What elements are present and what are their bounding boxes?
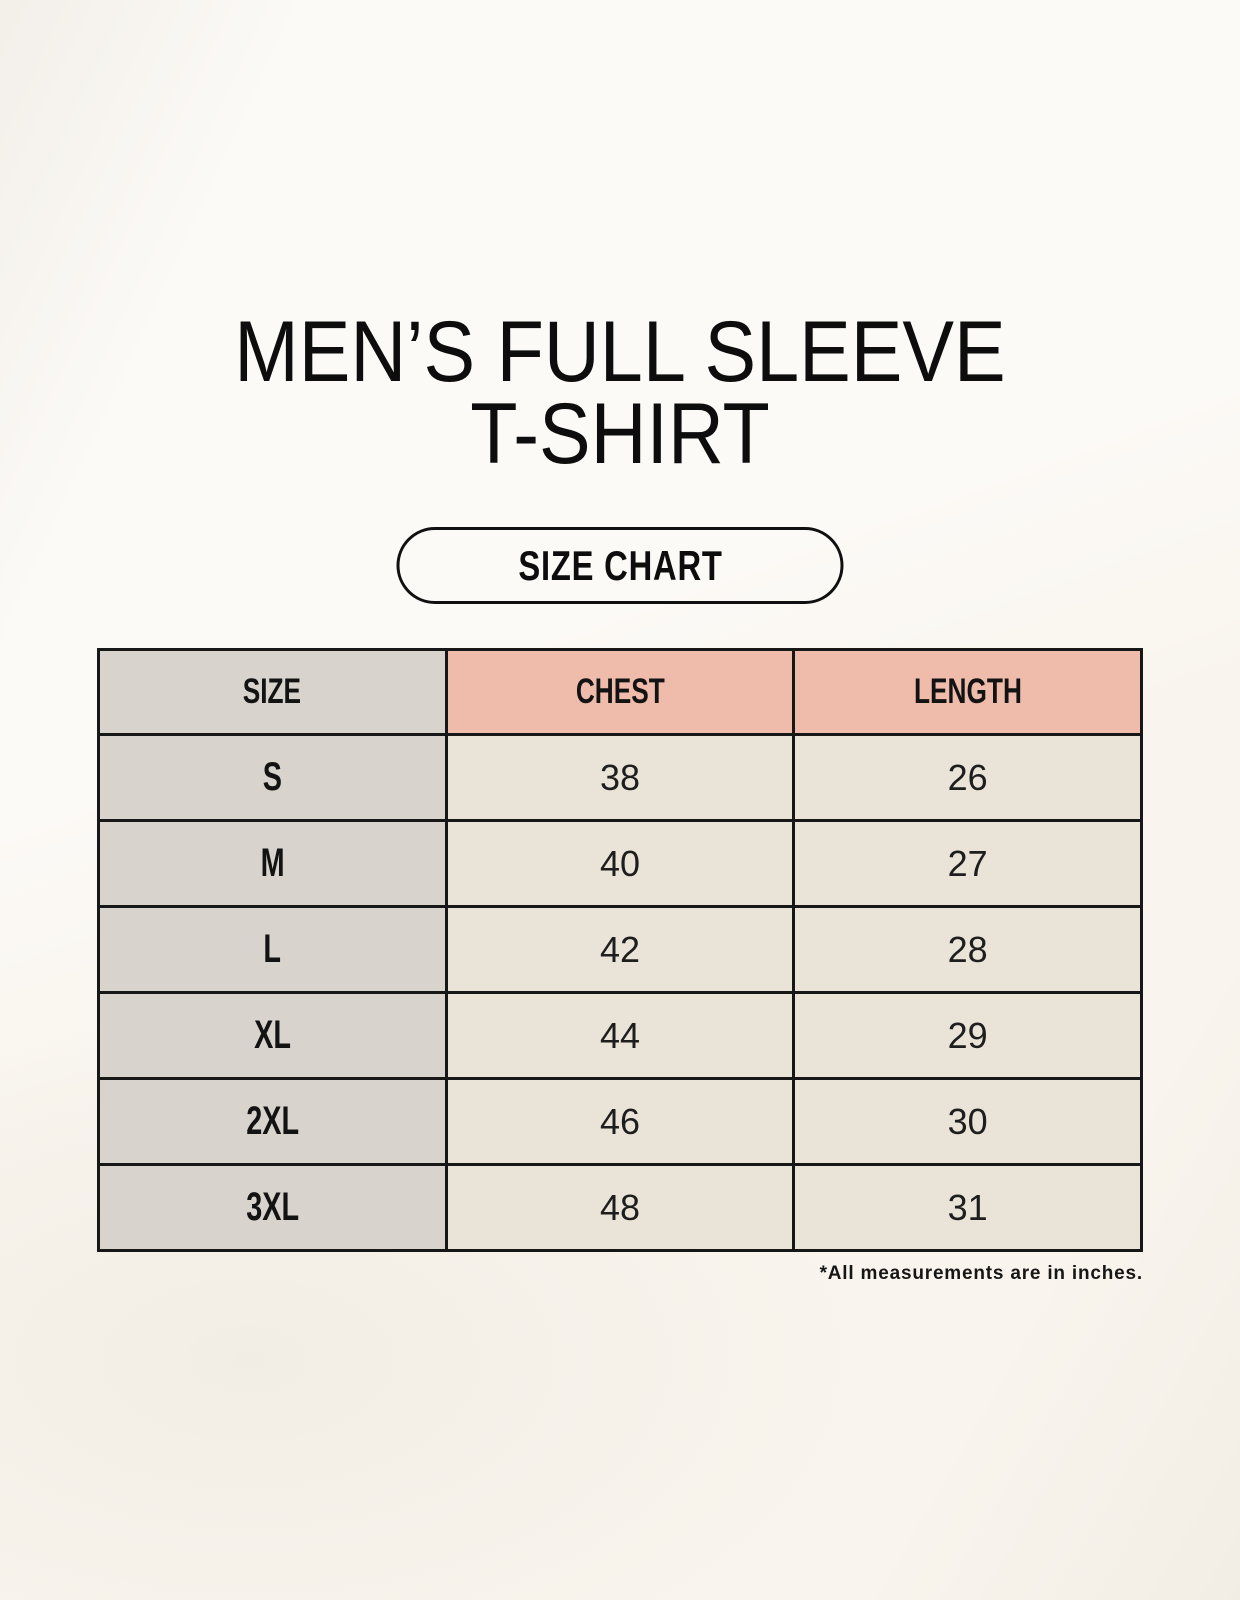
table-header-row: SIZE CHEST LENGTH: [97, 648, 1143, 736]
chest-value-cell: 38: [444, 733, 796, 822]
length-value: 29: [947, 1014, 988, 1056]
table-row-3xl: 3XL 48 31: [97, 1163, 1143, 1252]
length-value: 30: [947, 1100, 988, 1142]
table-row-xl: XL 44 29: [97, 991, 1143, 1080]
row-size-label: 3XL: [245, 1185, 299, 1229]
row-size-label: 2XL: [245, 1099, 299, 1143]
size-chart-button-label: SIZE CHART: [517, 541, 723, 589]
row-size-cell: M: [97, 819, 448, 908]
column-header-size: SIZE: [97, 648, 448, 736]
chest-value: 46: [599, 1100, 640, 1142]
chest-value-cell: 44: [444, 991, 796, 1080]
size-table: SIZE CHEST LENGTH S 38 26 M 40 27 L 42 2…: [97, 648, 1143, 1252]
row-size-label: L: [263, 927, 282, 971]
row-size-cell: XL: [97, 991, 448, 1080]
column-header-length-label: LENGTH: [913, 672, 1022, 711]
column-header-length: LENGTH: [792, 648, 1143, 736]
chest-value: 48: [599, 1186, 640, 1228]
chest-value: 40: [599, 842, 640, 884]
chest-value-cell: 40: [444, 819, 796, 908]
row-size-cell: S: [97, 733, 448, 822]
table-row-m: M 40 27: [97, 819, 1143, 908]
page-title-line2: T-SHIRT: [470, 385, 770, 482]
chest-value-cell: 46: [444, 1077, 796, 1166]
table-row-l: L 42 28: [97, 905, 1143, 994]
row-size-cell: 3XL: [97, 1163, 448, 1252]
column-header-chest-label: CHEST: [575, 672, 665, 711]
row-size-label: S: [262, 755, 282, 799]
chest-value-cell: 48: [444, 1163, 796, 1252]
page-title: MEN’S FULL SLEEVE T-SHIRT: [0, 304, 1240, 482]
size-chart-button[interactable]: SIZE CHART: [396, 527, 844, 604]
length-value: 27: [947, 842, 988, 884]
length-value-cell: 31: [792, 1163, 1143, 1252]
row-size-label: XL: [253, 1013, 291, 1057]
row-size-label: M: [260, 841, 285, 885]
table-row-2xl: 2XL 46 30: [97, 1077, 1143, 1166]
measurement-note: *All measurements are in inches.: [819, 1263, 1143, 1284]
row-size-cell: L: [97, 905, 448, 994]
row-size-cell: 2XL: [97, 1077, 448, 1166]
page-title-line1: MEN’S FULL SLEEVE: [234, 304, 1006, 400]
chest-value: 42: [599, 928, 640, 970]
chest-value-cell: 42: [444, 905, 796, 994]
length-value-cell: 26: [792, 733, 1143, 822]
column-header-size-label: SIZE: [243, 672, 302, 711]
length-value-cell: 28: [792, 905, 1143, 994]
length-value-cell: 29: [792, 991, 1143, 1080]
length-value: 26: [947, 756, 988, 798]
chest-value: 38: [599, 756, 640, 798]
length-value: 31: [947, 1186, 988, 1228]
column-header-chest: CHEST: [444, 648, 796, 736]
table-row-s: S 38 26: [97, 733, 1143, 822]
length-value: 28: [947, 928, 988, 970]
length-value-cell: 30: [792, 1077, 1143, 1166]
length-value-cell: 27: [792, 819, 1143, 908]
chest-value: 44: [599, 1014, 640, 1056]
